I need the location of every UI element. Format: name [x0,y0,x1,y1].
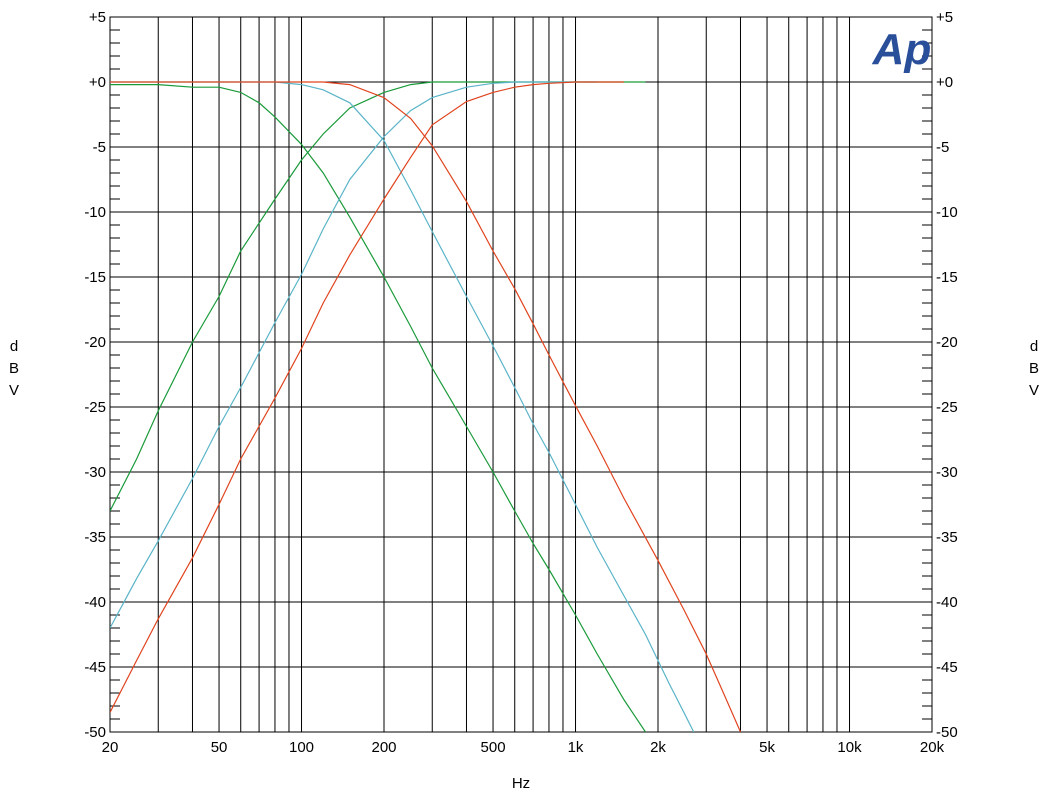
x-tick-label: 1k [568,739,584,756]
series-line-1 [110,81,646,512]
y-tick-label-right: -45 [936,659,958,676]
y-tick-label-right: -15 [936,269,958,286]
ap-logo: Ap [872,25,932,74]
series-layer [110,81,742,732]
x-tick-label: 100 [289,739,314,756]
y-axis-left-title: dBV [9,338,19,399]
y-tick-label-left: -5 [93,139,106,156]
x-axis-tick-labels: 20 50 100 200 500 1k 2k 5k 10k 20k [102,739,945,756]
series-line-5 [110,81,624,713]
y-tick-label-left: -15 [84,269,106,286]
y-tick-label-right: -10 [936,204,958,221]
y-tick-label-right: -30 [936,464,958,481]
x-tick-label: 50 [211,739,228,756]
y-axis-left-tick-labels: +5 +0 -5 -10 -15 -20 -25 -30 -35 -40 -45 -50 [84,9,106,741]
x-tick-label: 200 [371,739,396,756]
y-tick-label-right: -25 [936,399,958,416]
y-axis-right-tick-labels: +5 +0 -5 -10 -15 -20 -25 -30 -35 -40 -45 -50 [936,9,958,741]
series-line-3 [110,81,598,629]
y-tick-label-left: -50 [84,724,106,741]
y-tick-label-right: -20 [936,334,958,351]
y-tick-label-left: -20 [84,334,106,351]
y-tick-label-left: -10 [84,204,106,221]
y-tick-label-right: -5 [936,139,949,156]
y-tick-label-right: -40 [936,594,958,611]
x-tick-label: 2k [650,739,666,756]
series-line-6 [110,81,742,732]
grid [110,17,932,732]
x-tick-label: 20k [920,739,945,756]
series-line-2 [110,83,646,732]
y-axis-right-title: dBV [1029,338,1039,399]
y-tick-label-right: +5 [936,9,953,26]
axis-title-letter: V [9,382,19,399]
y-tick-label-left: +0 [89,74,106,91]
y-tick-label-left: -25 [84,399,106,416]
y-tick-label-left: -30 [84,464,106,481]
y-tick-label-left: -40 [84,594,106,611]
y-tick-label-right: +0 [936,74,953,91]
axis-title-letter: V [1029,382,1039,399]
y-tick-label-left: -45 [84,659,106,676]
axis-title-letter: d [1030,338,1038,355]
x-axis-title: Hz [512,775,530,792]
axis-title-letter: d [10,338,18,355]
y-tick-label-left: -35 [84,529,106,546]
x-tick-label: 500 [481,739,506,756]
y-tick-label-left: +5 [89,9,106,26]
x-tick-label: 10k [837,739,862,756]
x-tick-label: 20 [102,739,119,756]
minor-ticks [110,29,932,720]
axis-title-letter: B [9,360,19,377]
plot-frame [109,16,933,733]
x-tick-label: 5k [759,739,775,756]
axis-title-letter: B [1029,360,1039,377]
y-tick-label-right: -35 [936,529,958,546]
y-tick-label-right: -50 [936,724,958,741]
